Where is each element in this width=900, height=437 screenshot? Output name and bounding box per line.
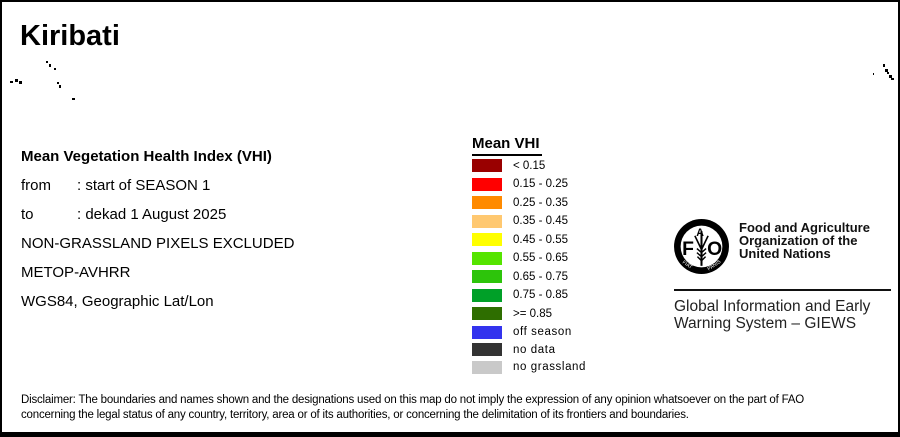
legend-label: 0.65 - 0.75 <box>513 270 568 283</box>
map-info-sensor: METOP-AVHRR <box>21 264 131 281</box>
fao-org-line: Organization of the <box>739 233 858 249</box>
giews-caption: Global Information and Early Warning Sys… <box>674 298 871 332</box>
wheat-grains <box>696 248 707 262</box>
legend-swatch <box>472 360 502 374</box>
legend-swatch <box>472 251 502 265</box>
legend-row: 0.35 - 0.45 <box>472 214 586 228</box>
fao-letter-o: O <box>707 239 722 260</box>
legend-label: 0.35 - 0.45 <box>513 215 568 227</box>
legend-swatch <box>472 343 502 356</box>
island-dot <box>873 73 874 75</box>
map-info-from: from : start of SEASON 1 <box>21 171 294 200</box>
legend-label: >= 0.85 <box>513 307 553 320</box>
vhi-legend: Mean VHI < 0.15 0.15 - 0.25 0.25 - 0.35 0.3… <box>472 135 586 378</box>
legend-row: off season <box>472 325 586 339</box>
map-info-heading: Mean Vegetation Health Index (VHI) <box>21 148 272 165</box>
fao-letter-a: A <box>696 227 704 239</box>
giews-line: Warning System – GIEWS <box>674 314 857 332</box>
legend-label: 0.55 - 0.65 <box>513 252 568 264</box>
island-dot <box>72 98 75 100</box>
map-info-projection: WGS84, Geographic Lat/Lon <box>21 293 214 310</box>
wheat-vee <box>694 235 709 250</box>
legend-swatch <box>472 159 502 172</box>
legend-row: 0.65 - 0.75 <box>472 270 586 283</box>
legend-extra-list: off season no data no grassland <box>472 325 587 374</box>
legend-swatch <box>472 177 502 191</box>
legend-row: 0.55 - 0.65 <box>472 251 586 265</box>
country-title: Kiribati <box>20 20 120 52</box>
legend-swatch <box>472 196 502 209</box>
island-dot <box>887 72 889 74</box>
legend-label: 0.75 - 0.85 <box>513 289 568 301</box>
legend-label: 0.25 - 0.35 <box>513 196 568 209</box>
map-info-block: Mean Vegetation Health Index (VHI) from:… <box>21 142 294 316</box>
legend-row: 0.45 - 0.55 <box>472 233 586 246</box>
legend-label: no grassland <box>513 361 587 373</box>
island-dot <box>15 79 18 82</box>
disclaimer-line: concerning the legal status of any count… <box>21 409 689 421</box>
to-value: : dekad 1 August 2025 <box>77 206 227 223</box>
island-dot <box>883 64 885 67</box>
island-dot <box>10 81 13 83</box>
map-info-to: to : dekad 1 August 2025 <box>21 200 294 229</box>
to-label: to <box>21 206 34 223</box>
fao-logo-icon: F O A FIAT PANIS <box>674 219 729 274</box>
legend-swatch <box>472 307 502 320</box>
from-label: from <box>21 177 51 194</box>
map-info-pixels: NON-GRASSLAND PIXELS EXCLUDED <box>21 235 295 252</box>
island-dot <box>19 81 22 84</box>
legend-swatch <box>472 325 502 339</box>
island-dot <box>46 61 48 63</box>
island-dot <box>59 85 61 88</box>
island-dot <box>885 69 888 72</box>
fao-org-line: United Nations <box>739 246 831 262</box>
legend-row: no data <box>472 343 586 356</box>
legend-label: no data <box>513 343 556 356</box>
disclaimer-line: Disclaimer: The boundaries and names sho… <box>21 394 804 406</box>
fao-divider <box>674 289 891 291</box>
from-value: : start of SEASON 1 <box>77 177 211 194</box>
island-dot <box>889 75 892 78</box>
legend-row: 0.15 - 0.25 <box>472 177 586 191</box>
legend-swatch <box>472 214 502 228</box>
island-dot <box>57 82 59 84</box>
legend-label: off season <box>513 326 572 338</box>
island-dot <box>49 64 51 67</box>
legend-swatch <box>472 288 502 302</box>
legend-row: < 0.15 <box>472 159 586 172</box>
legend-row: >= 0.85 <box>472 307 586 320</box>
island-dot <box>891 78 894 80</box>
fiat-text: FIAT <box>681 260 693 271</box>
legend-class-list: < 0.15 0.15 - 0.25 0.25 - 0.35 0.35 - 0.45 0… <box>472 159 586 320</box>
legend-swatch <box>472 270 502 283</box>
legend-label: 0.15 - 0.25 <box>513 178 568 190</box>
legend-label: < 0.15 <box>513 159 546 172</box>
legend-row: no grassland <box>472 360 587 374</box>
giews-line: Global Information and Early <box>674 298 871 315</box>
legend-row: 0.75 - 0.85 <box>472 288 586 302</box>
legend-label: 0.45 - 0.55 <box>513 233 568 246</box>
fao-org-line: Food and Agriculture <box>739 220 870 235</box>
legend-row: 0.25 - 0.35 <box>472 196 586 209</box>
fao-org-name: Food and Agriculture Organization of the… <box>739 221 870 261</box>
island-dot <box>54 68 56 70</box>
legend-swatch <box>472 233 502 246</box>
legend-title: Mean VHI <box>472 136 542 156</box>
fao-letter-f: F <box>682 239 694 260</box>
disclaimer: Disclaimer: The boundaries and names sho… <box>21 393 804 423</box>
